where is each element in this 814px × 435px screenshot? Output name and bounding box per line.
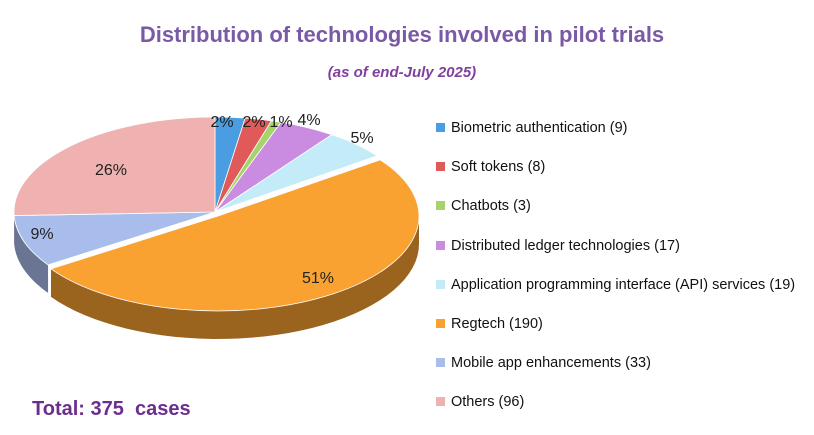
legend-item-regtech: Regtech (190) bbox=[436, 315, 543, 333]
slice-mobile-app-enhancements bbox=[13, 211, 216, 266]
legend-label: Others (96) bbox=[451, 394, 525, 411]
legend-item-others: Others (96) bbox=[436, 393, 524, 411]
legend-label: Biometric authentication (9) bbox=[451, 120, 628, 136]
slice-side-mobile-app-enhancements bbox=[14, 215, 49, 293]
pct-label-soft-tokens: 2% bbox=[242, 114, 265, 131]
slice-regtech bbox=[50, 159, 420, 312]
legend-label: Regtech (190) bbox=[451, 316, 543, 332]
pct-label-mobile-app-enhancements: 9% bbox=[30, 226, 53, 243]
legend-swatch bbox=[436, 162, 445, 172]
legend-item-biometric-authentication: Biometric authentication (9) bbox=[436, 119, 628, 137]
pct-label-application-programming-interface-services: 5% bbox=[350, 130, 373, 147]
chart-title: Distribution of technologies involved in… bbox=[139, 22, 665, 47]
legend-swatch bbox=[436, 319, 445, 328]
legend-item-application-programming-interface-services: Application programming interface (API) … bbox=[436, 276, 795, 294]
legend-label: Application programming interface (API) … bbox=[451, 276, 796, 293]
legend-item-chatbots: Chatbots (3) bbox=[436, 197, 531, 215]
legend-swatch bbox=[436, 240, 445, 250]
legend-item-distributed-ledger-technologies: Distributed ledger technologies (17) bbox=[436, 237, 680, 255]
legend-item-soft-tokens: Soft tokens (8) bbox=[436, 158, 545, 176]
legend-label: Soft tokens (8) bbox=[451, 159, 546, 176]
legend-swatch bbox=[436, 358, 445, 368]
pct-label-chatbots: 1% bbox=[269, 114, 292, 131]
legend-swatch bbox=[436, 201, 445, 211]
legend-label: Distributed ledger technologies (17) bbox=[451, 237, 680, 254]
slice-others bbox=[13, 116, 216, 216]
pct-label-biometric-authentication: 2% bbox=[210, 114, 233, 131]
chart-subtitle: (as of end-July 2025) bbox=[327, 64, 477, 81]
slice-application-programming-interface-services bbox=[214, 134, 379, 213]
pct-label-others: 26% bbox=[95, 162, 127, 179]
total-cases: Total: 375 cases bbox=[32, 398, 191, 420]
legend-swatch bbox=[436, 279, 445, 289]
pct-label-distributed-ledger-technologies: 4% bbox=[297, 112, 320, 129]
legend-swatch bbox=[436, 123, 445, 132]
pct-label-regtech: 51% bbox=[302, 270, 334, 287]
legend-label: Mobile app enhancements (33) bbox=[451, 355, 651, 372]
legend-item-mobile-app-enhancements: Mobile app enhancements (33) bbox=[436, 354, 651, 372]
pie-chart: 2% 2% 1% 4%5%51%9%26% bbox=[13, 112, 420, 339]
legend-label: Chatbots (3) bbox=[451, 198, 531, 215]
slice-side-regtech bbox=[51, 216, 419, 339]
legend-swatch bbox=[436, 397, 445, 407]
